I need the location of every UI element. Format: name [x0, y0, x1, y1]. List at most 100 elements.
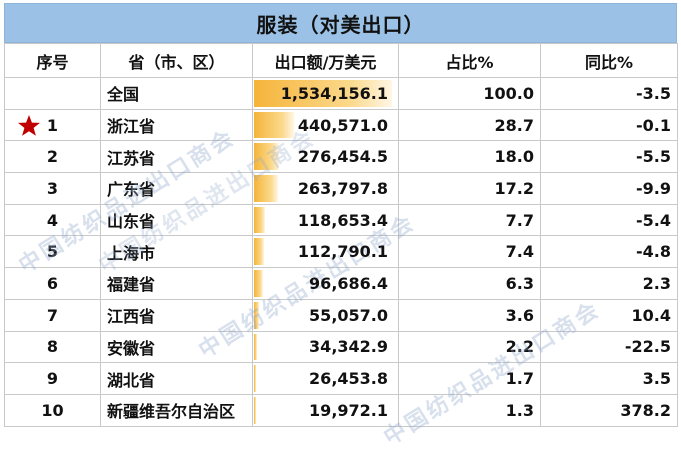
table-title: 服装（对美出口） — [4, 3, 677, 43]
export-cell: 263,797.8 — [252, 172, 399, 205]
header-export: 出口额/万美元 — [252, 43, 399, 78]
data-bar — [254, 333, 258, 361]
share-cell: 28.7 — [398, 108, 541, 142]
rank-cell: 1 — [4, 108, 101, 142]
rank-cell: 7 — [4, 298, 101, 332]
data-bar — [254, 175, 278, 202]
province-cell: 浙江省 — [100, 108, 253, 142]
export-value: 112,790.1 — [297, 242, 388, 262]
province-cell: 江西省 — [100, 298, 253, 332]
province-cell: 江苏省 — [100, 140, 253, 174]
yoy-cell: 378.2 — [540, 393, 678, 427]
yoy-cell: -5.4 — [540, 203, 678, 237]
province-cell: 福建省 — [100, 267, 253, 300]
province-cell: 上海市 — [100, 235, 253, 269]
table-row: 8 安徽省 34,342.9 2.2 -22.5 — [4, 330, 678, 364]
export-value: 276,454.5 — [297, 147, 388, 167]
table-row: 1 浙江省 440,571.0 28.7 -0.1 — [4, 108, 678, 142]
header-yoy: 同比% — [540, 43, 678, 78]
export-table: 序号 省（市、区） 出口额/万美元 占比% 同比% 全国 1,534,156.1 1… — [4, 43, 678, 427]
rank-label: 8 — [46, 337, 59, 357]
share-cell: 1.7 — [398, 362, 541, 395]
rank-cell: 3 — [4, 172, 101, 205]
province-cell: 山东省 — [100, 203, 253, 237]
province-cell: 广东省 — [100, 172, 253, 205]
table-row: 6 福建省 96,686.4 6.3 2.3 — [4, 267, 678, 300]
share-cell: 2.2 — [398, 330, 541, 364]
data-bar — [254, 301, 259, 329]
rank-cell: 9 — [4, 362, 101, 395]
rank-cell: 5 — [4, 235, 101, 269]
export-value: 19,972.1 — [309, 400, 388, 420]
header-rank: 序号 — [4, 43, 101, 78]
table-row: 4 山东省 118,653.4 7.7 -5.4 — [4, 203, 678, 237]
export-cell: 112,790.1 — [252, 235, 399, 269]
data-bar — [254, 238, 265, 266]
rank-cell — [4, 77, 101, 110]
table-row: 5 上海市 112,790.1 7.4 -4.8 — [4, 235, 678, 269]
export-cell: 276,454.5 — [252, 140, 399, 174]
rank-label: 2 — [46, 147, 59, 167]
export-cell: 19,972.1 — [252, 393, 399, 427]
province-cell: 新疆维吾尔自治区 — [100, 393, 253, 427]
table-body: 全国 1,534,156.1 100.0 -3.5 1 浙江省 440,571.0 28.7-… — [4, 77, 678, 427]
table-row: 2 江苏省 276,454.5 18.0 -5.5 — [4, 140, 678, 174]
export-cell: 55,057.0 — [252, 298, 399, 332]
rank-cell: 10 — [4, 393, 101, 427]
export-value: 26,453.8 — [309, 369, 388, 389]
share-cell: 17.2 — [398, 172, 541, 205]
province-cell: 安徽省 — [100, 330, 253, 364]
data-bar — [254, 80, 392, 107]
data-bar — [254, 396, 256, 424]
share-cell: 18.0 — [398, 140, 541, 174]
share-cell: 7.7 — [398, 203, 541, 237]
rank-cell: 8 — [4, 330, 101, 364]
table-row: 全国 1,534,156.1 100.0 -3.5 — [4, 77, 678, 110]
yoy-cell: -22.5 — [540, 330, 678, 364]
rank-label: 6 — [46, 273, 59, 293]
yoy-cell: 3.5 — [540, 362, 678, 395]
yoy-cell: -0.1 — [540, 108, 678, 142]
data-bar — [254, 270, 263, 297]
export-value: 96,686.4 — [309, 273, 388, 293]
table-row: 9 湖北省 26,453.8 1.7 3.5 — [4, 362, 678, 395]
share-cell: 1.3 — [398, 393, 541, 427]
export-cell: 118,653.4 — [252, 203, 399, 237]
rank-label: 9 — [46, 369, 59, 389]
province-cell: 全国 — [100, 77, 253, 110]
star-icon — [18, 114, 40, 136]
export-cell: 26,453.8 — [252, 362, 399, 395]
province-cell: 湖北省 — [100, 362, 253, 395]
header-share: 占比% — [398, 43, 541, 78]
rank-label: 5 — [46, 242, 59, 262]
export-value: 440,571.0 — [297, 115, 388, 135]
share-cell: 7.4 — [398, 235, 541, 269]
export-value: 55,057.0 — [309, 305, 388, 325]
yoy-cell: -4.8 — [540, 235, 678, 269]
data-bar — [254, 111, 294, 139]
export-value: 1,534,156.1 — [280, 83, 388, 103]
table-container: 服装（对美出口） 序号 省（市、区） 出口额/万美元 占比% 同比% 全国 1,5… — [4, 3, 678, 427]
export-cell: 34,342.9 — [252, 330, 399, 364]
rank-label: 10 — [41, 400, 64, 420]
rank-label: 4 — [46, 210, 59, 230]
rank-cell: 2 — [4, 140, 101, 174]
export-cell: 96,686.4 — [252, 267, 399, 300]
export-value: 118,653.4 — [297, 210, 388, 230]
export-value: 34,342.9 — [309, 337, 388, 357]
export-cell: 440,571.0 — [252, 108, 399, 142]
table-row: 10 新疆维吾尔自治区 19,972.1 1.3 378.2 — [4, 393, 678, 427]
data-bar — [254, 365, 257, 392]
export-cell: 1,534,156.1 — [252, 77, 399, 110]
table-row: 7 江西省 55,057.0 3.6 10.4 — [4, 298, 678, 332]
share-cell: 100.0 — [398, 77, 541, 110]
rank-label: 7 — [46, 305, 59, 325]
yoy-cell: -5.5 — [540, 140, 678, 174]
yoy-cell: 10.4 — [540, 298, 678, 332]
yoy-cell: 2.3 — [540, 267, 678, 300]
export-value: 263,797.8 — [297, 178, 388, 198]
header-province: 省（市、区） — [100, 43, 253, 78]
header-row: 序号 省（市、区） 出口额/万美元 占比% 同比% — [4, 43, 678, 78]
rank-cell: 4 — [4, 203, 101, 237]
yoy-cell: -9.9 — [540, 172, 678, 205]
